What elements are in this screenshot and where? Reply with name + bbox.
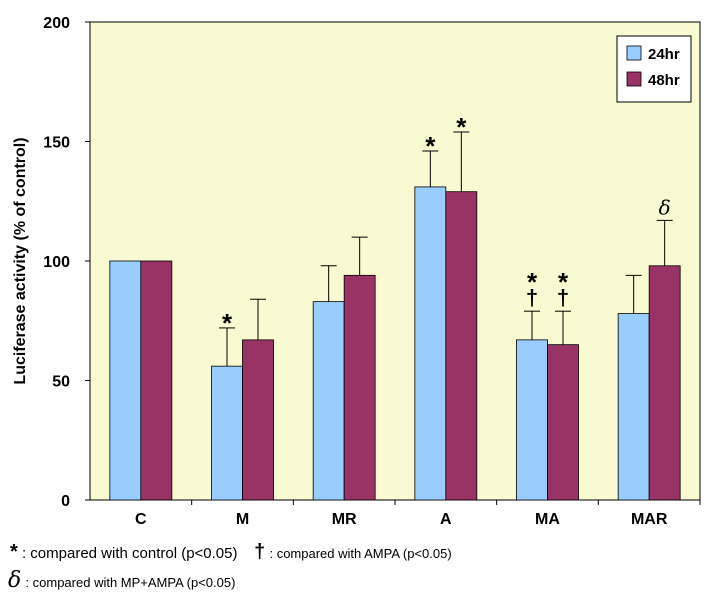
bar <box>414 186 447 501</box>
bar <box>617 313 650 501</box>
y-tick-label: 200 <box>43 15 70 32</box>
x-tick-label: C <box>135 511 147 528</box>
significance-mark: * <box>527 267 538 297</box>
bar <box>109 260 142 501</box>
significance-mark: δ <box>659 195 671 219</box>
x-tick-label: MR <box>332 511 357 528</box>
significance-mark: * <box>558 267 569 297</box>
bar <box>312 301 345 501</box>
annotations: ***†*†*δ <box>222 112 671 338</box>
bars <box>109 131 681 501</box>
significance-mark: * <box>425 131 436 161</box>
star-footnote-text: : compared with control (p<0.05) <box>21 545 238 562</box>
legend: 24hr 48hr <box>616 35 692 103</box>
legend-label: 48hr <box>648 72 680 89</box>
y-tick-label: 50 <box>52 374 70 391</box>
plot-area <box>89 21 701 501</box>
bar <box>343 274 376 501</box>
x-axis: C M MR A MA MAR <box>135 500 701 528</box>
y-tick-label: 100 <box>43 254 70 271</box>
star-symbol: * <box>10 541 18 563</box>
significance-mark: † <box>557 285 569 310</box>
dagger-symbol: † <box>254 541 266 563</box>
x-tick-label: MA <box>535 511 560 528</box>
bar <box>516 339 548 501</box>
footnote-line-1: * : compared with control (p<0.05) † : c… <box>10 541 452 564</box>
x-tick-label: MAR <box>631 511 668 528</box>
y-axis: 0 50 100 150 200 <box>43 15 90 510</box>
x-tick-label: M <box>236 511 249 528</box>
x-tick-label: A <box>440 511 452 528</box>
significance-mark: * <box>222 308 233 338</box>
bar <box>242 339 274 501</box>
footnote-line-2: δ : compared with MP+AMPA (p<0.05) <box>8 568 235 593</box>
dagger-footnote-text: : compared with AMPA (p<0.05) <box>269 546 452 561</box>
legend-swatch <box>626 45 642 61</box>
bar <box>547 344 579 501</box>
bar <box>445 191 478 501</box>
delta-footnote-text: : compared with MP+AMPA (p<0.05) <box>25 575 236 590</box>
legend-label: 24hr <box>648 46 680 63</box>
delta-symbol: δ <box>8 568 22 593</box>
significance-mark: † <box>526 285 538 310</box>
y-axis-label: Luciferase activity (% of control) <box>12 137 29 384</box>
significance-mark: * <box>456 112 467 142</box>
y-tick-label: 0 <box>61 493 70 510</box>
bar <box>211 365 243 501</box>
y-tick-label: 150 <box>43 135 70 152</box>
bar <box>648 265 681 501</box>
legend-swatch <box>626 71 642 87</box>
bar <box>140 260 173 501</box>
